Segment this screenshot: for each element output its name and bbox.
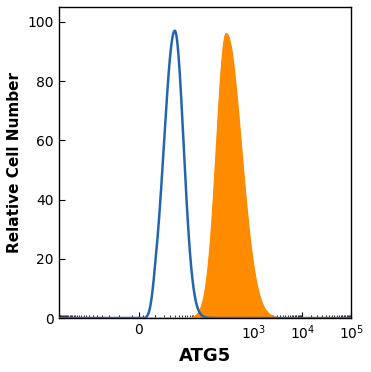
Y-axis label: Relative Cell Number: Relative Cell Number [7,72,22,253]
X-axis label: ATG5: ATG5 [179,347,231,365]
